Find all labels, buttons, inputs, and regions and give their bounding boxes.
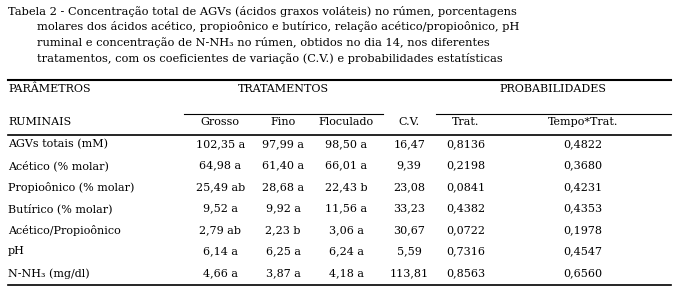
Text: 97,99 a: 97,99 a — [262, 139, 304, 149]
Text: Tempo*Trat.: Tempo*Trat. — [548, 117, 619, 127]
Text: 4,18 a: 4,18 a — [329, 268, 364, 278]
Text: ruminal e concentração de N-NH₃ no rúmen, obtidos no dia 14, nos diferentes: ruminal e concentração de N-NH₃ no rúmen… — [8, 37, 490, 48]
Text: 98,50 a: 98,50 a — [325, 139, 367, 149]
Text: 113,81: 113,81 — [390, 268, 428, 278]
Text: Acético (% molar): Acético (% molar) — [8, 161, 109, 171]
Text: 25,49 ab: 25,49 ab — [196, 182, 245, 192]
Text: molares dos ácidos acético, propioônico e butírico, relação acético/propioônico,: molares dos ácidos acético, propioônico … — [8, 21, 519, 33]
Text: 0,6560: 0,6560 — [564, 268, 603, 278]
Text: 22,43 b: 22,43 b — [325, 182, 367, 192]
Text: 4,66 a: 4,66 a — [202, 268, 238, 278]
Text: 0,4353: 0,4353 — [564, 204, 603, 213]
Text: 30,67: 30,67 — [393, 225, 425, 235]
Text: 102,35 a: 102,35 a — [196, 139, 245, 149]
Text: 0,0841: 0,0841 — [446, 182, 485, 192]
Text: 0,8563: 0,8563 — [446, 268, 485, 278]
Text: 23,08: 23,08 — [393, 182, 425, 192]
Text: PROBABILIDADES: PROBABILIDADES — [500, 84, 607, 94]
Text: 9,39: 9,39 — [397, 161, 422, 170]
Text: 0,4822: 0,4822 — [564, 139, 603, 149]
Text: C.V.: C.V. — [399, 117, 420, 127]
Text: 0,1978: 0,1978 — [564, 225, 603, 235]
Text: Acético/Propioônico: Acético/Propioônico — [8, 225, 121, 236]
Text: PARÂMETROS: PARÂMETROS — [8, 84, 90, 95]
Text: 0,7316: 0,7316 — [446, 247, 485, 257]
Text: Trat.: Trat. — [452, 117, 479, 127]
Text: 0,4547: 0,4547 — [564, 247, 603, 257]
Text: 3,87 a: 3,87 a — [265, 268, 301, 278]
Text: 2,23 b: 2,23 b — [265, 225, 301, 235]
Text: 0,4231: 0,4231 — [564, 182, 603, 192]
Text: 6,24 a: 6,24 a — [329, 247, 364, 257]
Text: 64,98 a: 64,98 a — [199, 161, 241, 170]
Text: Grosso: Grosso — [201, 117, 240, 127]
Text: TRATAMENTOS: TRATAMENTOS — [238, 84, 329, 94]
Text: 9,92 a: 9,92 a — [265, 204, 301, 213]
Text: 6,14 a: 6,14 a — [202, 247, 238, 257]
Text: 28,68 a: 28,68 a — [262, 182, 304, 192]
Text: RUMINAIS: RUMINAIS — [8, 117, 71, 127]
Text: 0,8136: 0,8136 — [446, 139, 485, 149]
Text: Propioônico (% molar): Propioônico (% molar) — [8, 182, 134, 193]
Text: 5,59: 5,59 — [397, 247, 422, 257]
Text: 2,79 ab: 2,79 ab — [199, 225, 241, 235]
Text: 0,4382: 0,4382 — [446, 204, 485, 213]
Text: 3,06 a: 3,06 a — [329, 225, 364, 235]
Text: AGVs totais (mM): AGVs totais (mM) — [8, 139, 108, 149]
Text: 0,3680: 0,3680 — [564, 161, 603, 170]
Text: 11,56 a: 11,56 a — [325, 204, 367, 213]
Text: N-NH₃ (mg/dl): N-NH₃ (mg/dl) — [8, 268, 90, 278]
Text: 0,0722: 0,0722 — [446, 225, 485, 235]
Text: 66,01 a: 66,01 a — [325, 161, 367, 170]
Text: 16,47: 16,47 — [393, 139, 425, 149]
Text: Floculado: Floculado — [318, 117, 373, 127]
Text: 9,52 a: 9,52 a — [202, 204, 238, 213]
Text: Fino: Fino — [270, 117, 296, 127]
Text: 0,2198: 0,2198 — [446, 161, 485, 170]
Text: Tabela 2 - Concentração total de AGVs (ácidos graxos voláteis) no rúmen, porcent: Tabela 2 - Concentração total de AGVs (á… — [8, 6, 517, 17]
Text: pH: pH — [8, 247, 25, 257]
Text: tratamentos, com os coeficientes de variação (C.V.) e probabilidades estatística: tratamentos, com os coeficientes de vari… — [8, 52, 502, 64]
Text: 33,23: 33,23 — [393, 204, 425, 213]
Text: 6,25 a: 6,25 a — [265, 247, 301, 257]
Text: 61,40 a: 61,40 a — [262, 161, 304, 170]
Text: Butírico (% molar): Butírico (% molar) — [8, 204, 113, 214]
